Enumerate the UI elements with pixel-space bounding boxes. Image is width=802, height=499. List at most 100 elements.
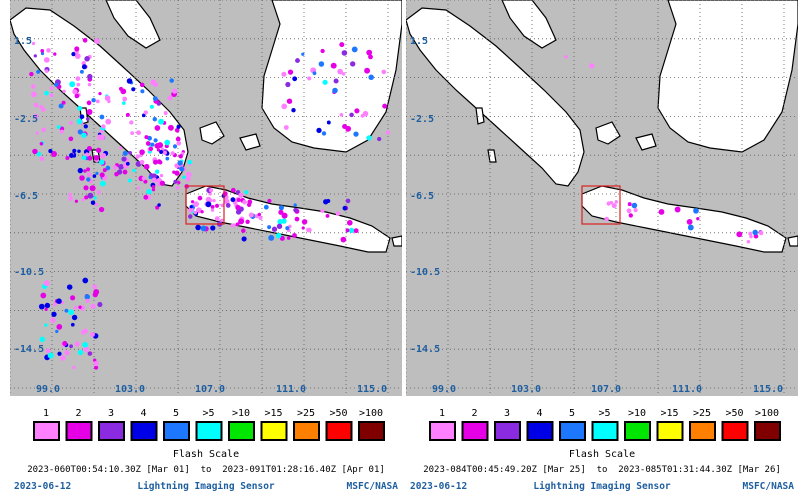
flash-mark xyxy=(31,41,36,46)
flash-mark xyxy=(79,69,84,74)
flash-mark xyxy=(163,111,168,115)
flash-mark xyxy=(90,332,95,337)
landmass-malay xyxy=(501,0,557,49)
flash-mark xyxy=(195,224,201,231)
left-footer-date: 2023-06-12 xyxy=(14,481,72,492)
flash-mark xyxy=(104,95,111,102)
flash-mark xyxy=(127,178,132,183)
flash-scale-swatch xyxy=(689,421,716,441)
flash-mark xyxy=(156,148,161,152)
flash-mark xyxy=(44,90,49,96)
flash-scale-label: 1 xyxy=(439,408,445,419)
flash-mark xyxy=(353,228,359,234)
flash-mark xyxy=(241,236,247,242)
flash-mark xyxy=(149,172,153,177)
flash-mark xyxy=(122,169,128,175)
flash-mark xyxy=(83,169,87,173)
flash-mark xyxy=(86,100,92,106)
flash-mark xyxy=(333,78,339,84)
flash-mark xyxy=(59,129,64,134)
flash-mark xyxy=(141,113,146,118)
flash-mark xyxy=(43,57,50,63)
flash-mark xyxy=(281,103,288,110)
flash-mark xyxy=(182,175,186,180)
flash-mark xyxy=(83,185,89,191)
flash-scale-label: 1 xyxy=(43,408,49,419)
flash-mark xyxy=(99,172,105,178)
flash-scale-swatch xyxy=(65,421,93,441)
flash-mark xyxy=(81,197,85,202)
flash-mark xyxy=(301,52,305,56)
flash-scale-swatch xyxy=(754,421,781,441)
flash-mark xyxy=(39,156,45,162)
flash-mark xyxy=(95,147,102,153)
flash-mark xyxy=(174,127,180,133)
flash-mark xyxy=(350,61,356,67)
longitude-label: 115.0 xyxy=(753,384,783,395)
flash-scale-label: 2 xyxy=(75,408,81,419)
flash-mark xyxy=(258,215,263,221)
flash-mark xyxy=(606,201,611,206)
flash-mark xyxy=(64,308,69,313)
flash-mark xyxy=(173,179,178,184)
flash-mark xyxy=(120,88,127,95)
flash-scale-swatch xyxy=(429,421,456,441)
flash-scale-label: >25 xyxy=(297,408,315,419)
flash-mark xyxy=(83,124,88,129)
flash-mark xyxy=(77,167,83,174)
flash-mark xyxy=(74,46,80,52)
flash-mark xyxy=(318,61,325,67)
flash-mark xyxy=(87,192,94,199)
flash-mark xyxy=(286,98,293,104)
flash-mark xyxy=(39,336,46,343)
flash-mark xyxy=(53,302,57,307)
longitude-label: 103.0 xyxy=(511,384,541,395)
flash-mark xyxy=(277,219,283,225)
flash-mark xyxy=(321,131,327,136)
flash-mark xyxy=(90,200,96,205)
flash-mark xyxy=(44,69,49,73)
flash-mark xyxy=(66,284,73,290)
flash-mark xyxy=(39,142,44,146)
flash-mark xyxy=(275,232,282,239)
flash-mark xyxy=(242,199,247,205)
left-map[interactable]: 1.5 -2.5 -6.5 -10.5 -14.5 99.0 103.0 107.0 111.0… xyxy=(10,0,402,396)
flash-mark xyxy=(633,208,638,213)
flash-mark xyxy=(74,341,80,347)
flash-scale-label: 2 xyxy=(471,408,477,419)
flash-mark xyxy=(320,208,325,213)
right-map[interactable]: 1.5 -2.5 -6.5 -10.5 -14.5 99.0 103.0 107.0 111.0… xyxy=(406,0,798,396)
flash-mark xyxy=(604,216,609,222)
flash-mark xyxy=(197,195,203,201)
flash-mark xyxy=(86,167,91,172)
flash-mark xyxy=(95,171,99,176)
longitude-label: 99.0 xyxy=(432,384,456,395)
flash-mark xyxy=(276,223,283,230)
flash-mark xyxy=(281,218,287,224)
flash-scale-label: >15 xyxy=(660,408,678,419)
flash-mark xyxy=(102,168,107,173)
flash-mark xyxy=(564,55,568,59)
flash-mark xyxy=(49,86,54,91)
lightning-flashes xyxy=(29,37,391,370)
flash-mark xyxy=(167,95,173,101)
flash-mark xyxy=(86,117,90,121)
flash-mark xyxy=(62,89,66,94)
flash-mark xyxy=(187,159,192,165)
flash-mark xyxy=(136,186,141,190)
flash-mark xyxy=(209,188,214,193)
flash-mark xyxy=(345,125,352,132)
flash-mark xyxy=(631,202,638,209)
flash-mark xyxy=(339,112,344,117)
flash-mark xyxy=(72,148,77,153)
flash-scale-label: >15 xyxy=(264,408,282,419)
flash-mark xyxy=(84,195,89,200)
flash-mark xyxy=(68,121,73,125)
flash-mark xyxy=(154,143,161,149)
flash-mark xyxy=(56,324,63,330)
flash-mark xyxy=(68,192,72,197)
flash-mark xyxy=(341,72,346,76)
flash-mark xyxy=(214,203,220,208)
longitude-label: 111.0 xyxy=(672,384,702,395)
flash-mark xyxy=(176,140,182,146)
